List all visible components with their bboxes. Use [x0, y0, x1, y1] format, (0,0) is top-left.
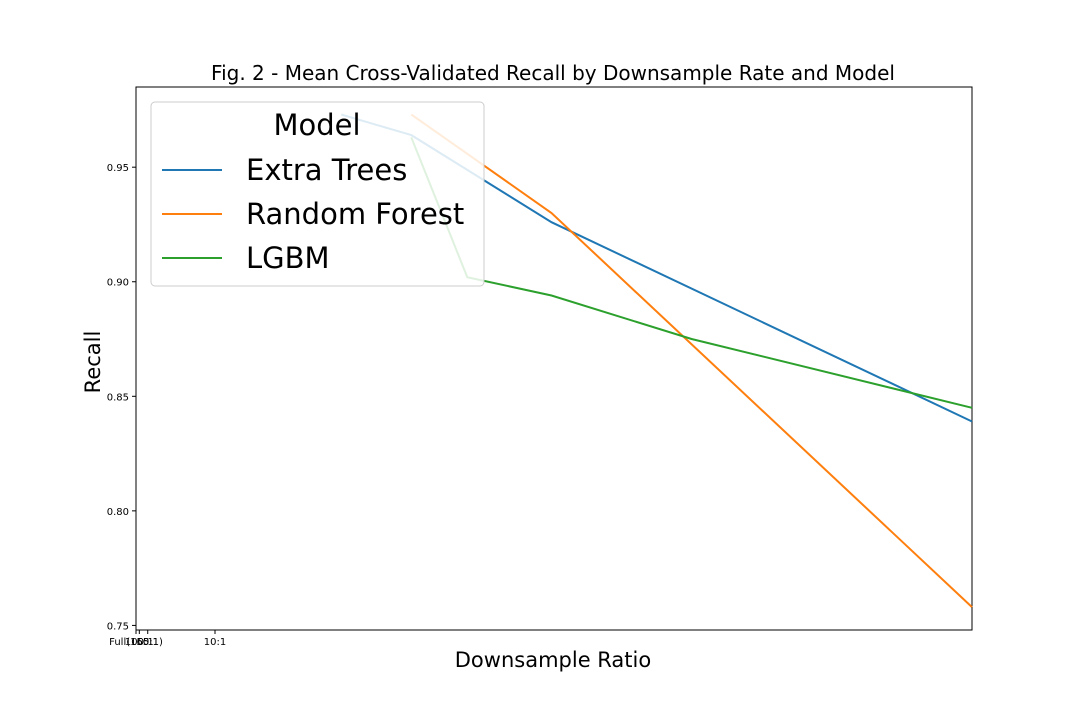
y-tick-label: 0.80 [107, 507, 129, 518]
legend-label-random-forest: Random Forest [246, 197, 464, 231]
x-tick-label: 10:1 [204, 637, 226, 648]
plot-frame [135, 86, 973, 631]
legend-title: Model [273, 108, 360, 142]
series-line-lgbm [410, 137, 973, 409]
y-axis: 0.75 0.80 0.85 0.90 0.95 [107, 163, 136, 632]
legend: Model Extra Trees Random Forest LGBM [150, 101, 485, 287]
y-axis-label: Recall [81, 331, 105, 394]
legend-box [150, 101, 485, 287]
legend-label-lgbm: LGBM [246, 241, 330, 275]
legend-label-extra-trees: Extra Trees [246, 153, 407, 187]
x-tick-label: 50:1 [136, 637, 158, 648]
chart-title: Fig. 2 - Mean Cross-Validated Recall by … [211, 61, 895, 85]
x-axis-label: Downsample Ratio [455, 648, 651, 672]
x-tick-label: 100:1 [125, 637, 154, 648]
y-tick-label: 0.85 [107, 392, 129, 403]
legend-entries: Extra Trees Random Forest LGBM [162, 153, 464, 275]
x-tick-label: Full(165:1) [109, 637, 163, 648]
y-tick-label: 0.95 [107, 163, 129, 174]
y-tick-label: 0.90 [107, 278, 129, 289]
y-tick-label: 0.75 [107, 621, 129, 632]
x-axis: Full(165:1)100:150:1 10:1 [109, 630, 226, 648]
